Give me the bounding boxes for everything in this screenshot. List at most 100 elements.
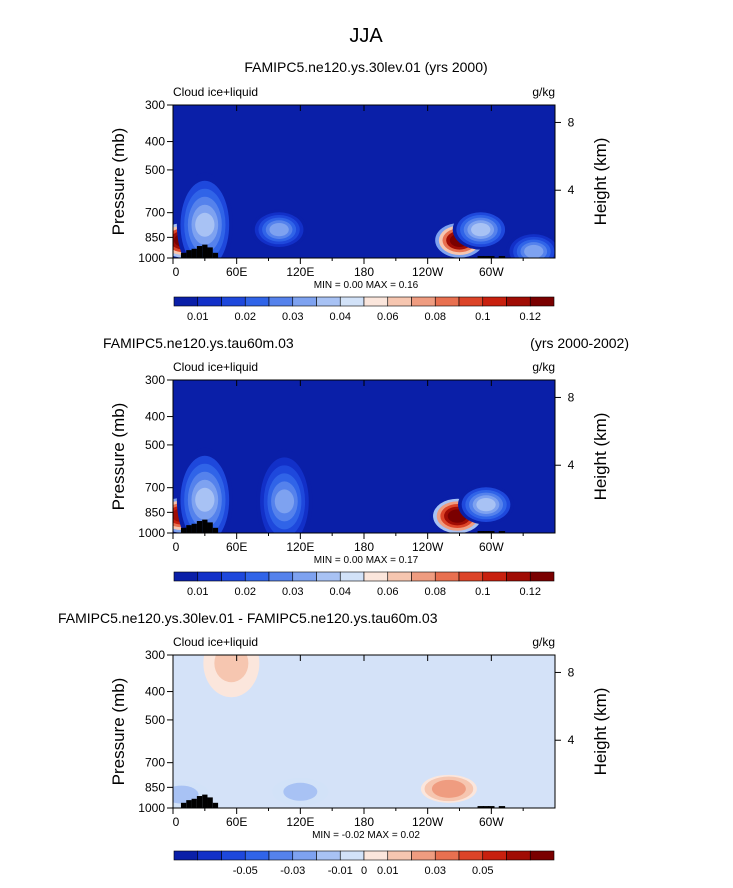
x-tick-label: 0 <box>173 540 180 554</box>
colorbar-label: 0.06 <box>377 311 398 323</box>
x-tick-label: 60W <box>479 815 504 829</box>
colorbar-label: -0.05 <box>233 865 258 877</box>
y-tick-label: 850 <box>145 780 165 794</box>
colorbar-box <box>268 850 294 861</box>
colorbar-box <box>339 296 365 307</box>
y-right-tick-label: 4 <box>568 458 575 472</box>
y-tick-label: 500 <box>145 438 165 452</box>
topography-block <box>186 250 192 258</box>
x-tick-label: 120W <box>412 815 444 829</box>
y-axis-label: Pressure (mb) <box>109 678 128 786</box>
x-tick-label: 120E <box>286 540 314 554</box>
topography-block <box>207 247 213 258</box>
feature-2-level-1 <box>269 222 289 237</box>
topography-block <box>202 244 208 258</box>
colorbar-label: 0.06 <box>377 586 398 598</box>
feature-0-level-1 <box>439 783 459 795</box>
field <box>173 105 555 258</box>
topography-block <box>482 806 490 808</box>
colorbar-label: -0.01 <box>328 865 353 877</box>
y-right-tick-label: 8 <box>568 390 575 404</box>
y-tick-label: 850 <box>145 230 165 244</box>
panels: FAMIPC5.ne120.ys.30lev.01 (yrs 2000) Clou… <box>58 59 629 877</box>
y-right-tick-label: 4 <box>568 183 575 197</box>
topography-block <box>482 531 490 533</box>
colorbar-box <box>482 571 507 582</box>
y-right-axis-label: Height (km) <box>591 413 610 501</box>
y-tick-label: 700 <box>145 206 165 220</box>
colorbar-box <box>411 571 436 582</box>
colorbar-label: 0.08 <box>425 311 446 323</box>
colorbar-box <box>387 296 412 307</box>
feature-4-level-1 <box>471 222 491 237</box>
colorbar-box <box>458 571 484 582</box>
colorbar-box <box>482 850 507 861</box>
topography-block <box>202 519 208 533</box>
colorbar-box <box>411 850 436 861</box>
topography-block <box>191 798 197 808</box>
colorbar-label: 0.12 <box>520 311 541 323</box>
x-tick-label: 60W <box>479 265 504 279</box>
colorbar-box <box>268 571 294 582</box>
colorbar-box <box>529 850 555 861</box>
feature-1-level-1 <box>195 212 215 237</box>
topography-block <box>212 252 219 258</box>
units-label: g/kg <box>532 85 555 99</box>
colorbar-box <box>244 296 270 307</box>
panel-title: FAMIPC5.ne120.ys.30lev.01 - FAMIPC5.ne12… <box>58 610 438 626</box>
colorbar-label: 0.02 <box>235 586 256 598</box>
colorbar-box <box>292 571 317 582</box>
topography-block <box>196 246 203 258</box>
colorbar-box <box>173 296 199 307</box>
topography-block <box>180 252 187 258</box>
colorbar-box <box>316 296 341 307</box>
colorbar-box <box>244 850 270 861</box>
panel-2: FAMIPC5.ne120.ys.tau60m.03 (yrs 2000-2002… <box>103 335 629 598</box>
topography-block <box>186 525 192 533</box>
topography-block <box>488 806 495 808</box>
field-label: Cloud ice+liquid <box>173 635 258 649</box>
y-tick-label: 700 <box>145 756 165 770</box>
topography-block <box>207 522 213 533</box>
stats-text: MIN = -0.02 MAX = 0.02 <box>312 830 420 841</box>
panel-3: FAMIPC5.ne120.ys.30lev.01 - FAMIPC5.ne12… <box>58 610 610 877</box>
colorbar-box <box>221 571 246 582</box>
field <box>173 655 555 808</box>
feature-2-level-1 <box>290 786 311 798</box>
colorbar-box <box>268 296 294 307</box>
colorbar-label: 0.02 <box>235 311 256 323</box>
colorbar-box <box>506 850 531 861</box>
colorbar-label: 0.03 <box>282 586 303 598</box>
topography-block <box>477 531 484 533</box>
feature-4-level-1 <box>476 497 496 512</box>
colorbar-box <box>221 296 246 307</box>
colorbar-box <box>363 296 389 307</box>
colorbar-box <box>482 296 507 307</box>
colorbar-box <box>292 296 317 307</box>
topography-block <box>212 802 219 808</box>
x-tick-label: 120W <box>412 540 444 554</box>
topography-block <box>202 794 208 808</box>
panel-1: FAMIPC5.ne120.ys.30lev.01 (yrs 2000) Clou… <box>109 59 610 323</box>
topography-block <box>207 797 213 808</box>
topography-block <box>191 523 197 533</box>
topography-block <box>477 806 484 808</box>
panel-title: FAMIPC5.ne120.ys.tau60m.03 <box>103 335 294 351</box>
topography-block <box>180 527 187 533</box>
colorbar-box <box>244 571 270 582</box>
colorbar-label: 0 <box>361 865 367 877</box>
topography-block <box>482 256 490 258</box>
y-tick-label: 300 <box>145 98 165 112</box>
topography-block <box>186 800 192 808</box>
topography-block <box>180 802 187 808</box>
x-tick-label: 60E <box>226 265 247 279</box>
colorbar-box <box>316 850 341 861</box>
colorbar-box <box>411 296 436 307</box>
feature-2-level-1 <box>274 489 295 514</box>
x-tick-label: 60E <box>226 540 247 554</box>
topography-block <box>196 796 203 808</box>
y-tick-label: 1000 <box>138 801 165 815</box>
stats-text: MIN = 0.00 MAX = 0.16 <box>314 280 419 291</box>
colorbar-box <box>434 850 460 861</box>
topography-block <box>477 256 484 258</box>
